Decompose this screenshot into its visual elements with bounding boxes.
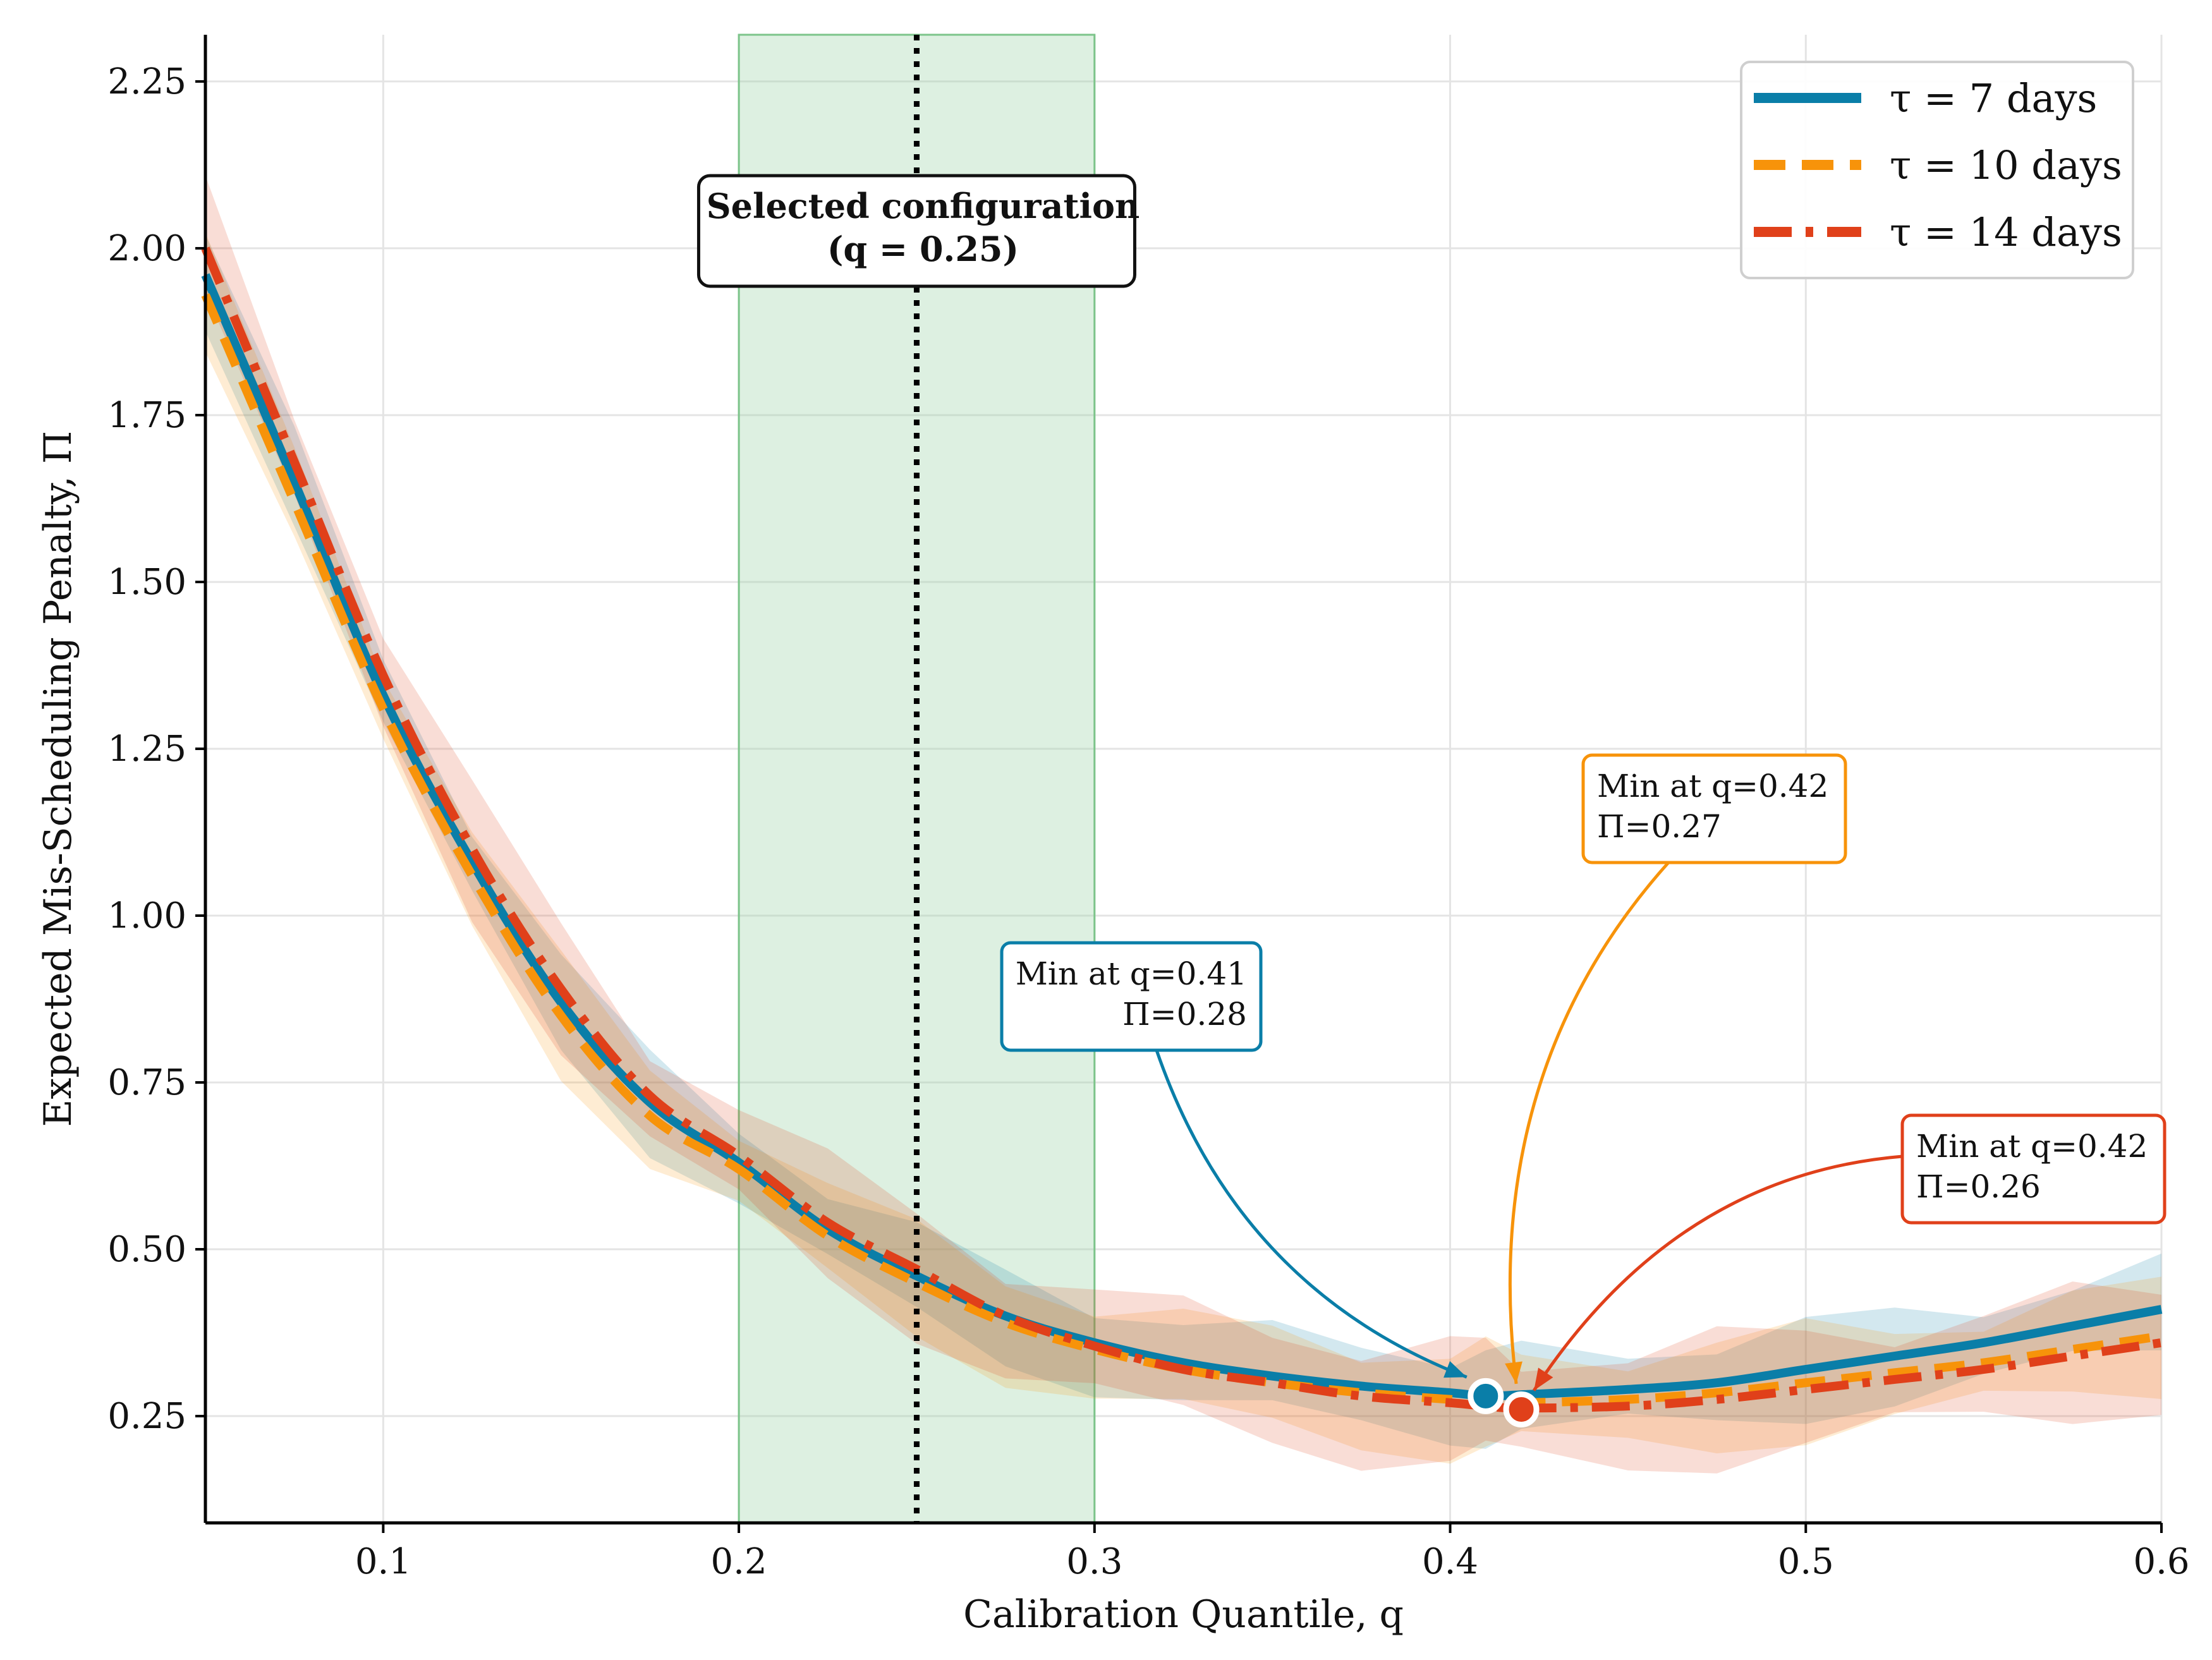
y-tick-label: 1.75: [107, 395, 186, 436]
y-tick-label: 2.25: [107, 61, 186, 102]
min-arrowhead-1: [1443, 1361, 1467, 1378]
annotations: Selected configuration(q = 0.25) Min at q…: [696, 174, 2166, 1427]
confidence-bands: [205, 175, 2161, 1474]
min-arrow-2: [1508, 861, 1670, 1384]
y-tick-label: 1.00: [107, 895, 186, 936]
min-marker-3: [1503, 1391, 1540, 1427]
x-axis-title: Calibration Quantile, q: [963, 1592, 1404, 1637]
x-tick-label: 0.5: [1778, 1541, 1834, 1582]
min-arrowhead-3: [1534, 1367, 1553, 1391]
min-annotation-q-1: Min at q=0.41: [1016, 955, 1247, 992]
y-tick-label: 1.50: [107, 562, 186, 603]
min-marker-1: [1468, 1378, 1504, 1414]
x-tick-label: 0.6: [2133, 1541, 2189, 1582]
y-tick-label: 0.75: [107, 1062, 186, 1103]
min-annotation-pi-2: Π=0.27: [1597, 808, 1722, 845]
legend: τ = 7 days τ = 10 days τ = 14 days: [1740, 61, 2134, 279]
axes: 0.1 0.2 0.3 0.4 0.5 0.6 0.25 0.50 0.75 1.00 1.25 1.…: [36, 35, 2190, 1637]
min-annotation-pi-1: Π=0.28: [1122, 996, 1247, 1033]
x-tick-label: 0.3: [1066, 1541, 1122, 1582]
y-axis-title: Expected Mis-Scheduling Penalty, Π: [36, 431, 80, 1127]
series-line-2: [201, 293, 2163, 1408]
legend-label-3: τ = 14 days: [1890, 209, 2122, 255]
min-annotation-box-2: [1581, 753, 1847, 864]
legend-box: [1740, 61, 2134, 279]
min-annotation-q-2: Min at q=0.42: [1597, 768, 1828, 804]
x-tick-label: 0.1: [355, 1541, 411, 1582]
y-tick-label: 1.25: [107, 729, 186, 770]
y-tick-label: 0.50: [107, 1229, 186, 1270]
min-arrow-1: [1155, 1050, 1468, 1379]
min-annotation-pi-3: Π=0.26: [1916, 1168, 2041, 1205]
y-tick-label: 0.25: [107, 1396, 186, 1437]
selected-configuration-box: [696, 174, 1136, 288]
x-tick-label: 0.4: [1422, 1541, 1478, 1582]
series-line-3: [201, 246, 2163, 1413]
confidence-band-3: [205, 175, 2161, 1474]
legend-label-1: τ = 7 days: [1890, 75, 2097, 121]
series-lines: [201, 246, 2163, 1413]
x-tick-label: 0.2: [711, 1541, 767, 1582]
legend-label-2: τ = 10 days: [1890, 142, 2122, 188]
min-arrowhead-2: [1505, 1361, 1522, 1384]
min-annotation-q-3: Min at q=0.42: [1916, 1128, 2148, 1165]
selected-configuration-label: Selected configuration: [707, 186, 1140, 226]
selected-q-label: (q = 0.25): [827, 229, 1019, 269]
y-tick-label: 2.00: [107, 228, 186, 269]
min-arrow-3: [1532, 1154, 1903, 1391]
min-annotation-box-1: [1000, 941, 1263, 1052]
confidence-band-2: [205, 233, 2161, 1464]
min-annotation-box-3: [1900, 1113, 2166, 1225]
